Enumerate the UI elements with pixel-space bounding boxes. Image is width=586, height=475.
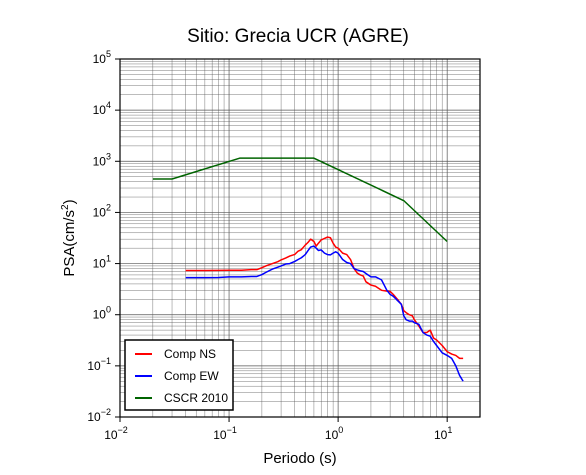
y-axis-label-main: PSA(cm/s [61, 210, 78, 277]
y-tick-label: 100 [93, 305, 111, 322]
y-axis-label-superscript: 2 [60, 204, 71, 210]
y-tick-label: 105 [93, 49, 111, 66]
grid [119, 58, 481, 418]
x-tick-label: 10−1 [213, 425, 237, 442]
x-axis-label: Periodo (s) [263, 450, 336, 467]
series-line-cscr-2010 [152, 157, 448, 243]
series-line-comp-ew [185, 245, 464, 382]
legend-label-cscr-2010: CSCR 2010 [164, 391, 228, 405]
y-tick-label: 104 [93, 100, 111, 117]
x-tick-label: 10−2 [104, 425, 128, 442]
y-tick-label: 10−2 [87, 407, 111, 424]
series-layer [152, 157, 464, 382]
plot-frame [119, 58, 481, 418]
x-tick-label: 100 [325, 425, 343, 442]
y-axis-label-end: ) [61, 199, 78, 204]
legend: Comp NS Comp EW CSCR 2010 [124, 339, 234, 411]
y-axis-label: PSA(cm/s2) [60, 199, 78, 276]
x-axis-ticks: 10−2 10−1 100 101 [104, 417, 452, 442]
legend-label-comp-ew: Comp EW [164, 369, 219, 383]
chart-title: Sitio: Grecia UCR (AGRE) [187, 26, 409, 47]
y-tick-label: 103 [93, 151, 111, 168]
y-tick-label: 101 [93, 254, 111, 271]
x-tick-label: 101 [434, 425, 452, 442]
y-tick-label: 102 [93, 202, 111, 219]
y-axis-ticks: 10−2 10−1 100 101 102 103 104 105 [87, 49, 120, 424]
legend-label-comp-ns: Comp NS [164, 347, 216, 361]
y-tick-label: 10−1 [87, 356, 111, 373]
